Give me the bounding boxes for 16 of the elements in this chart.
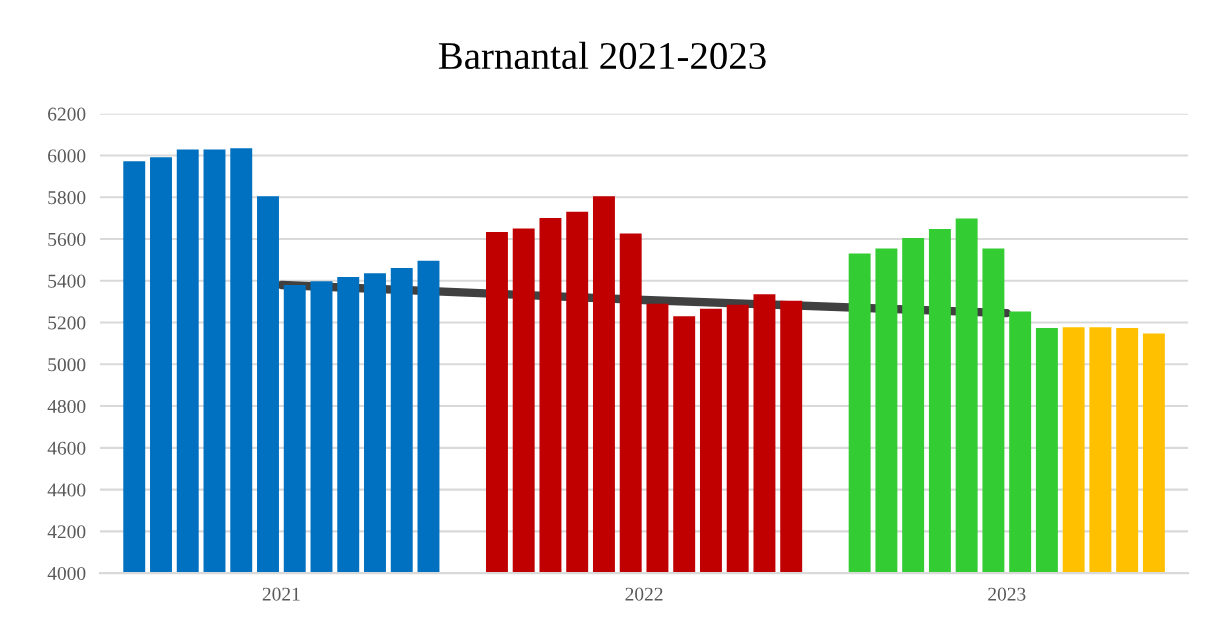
- y-tick-label: 4200: [47, 525, 86, 539]
- y-tick-label: 5000: [48, 358, 86, 372]
- y-tick-label: 5600: [48, 232, 86, 246]
- y-tick-label: 5200: [48, 316, 86, 330]
- y-tick-label: 4000: [47, 566, 86, 581]
- x-tick-label: 2021: [262, 587, 300, 601]
- y-tick-label: 6200: [48, 107, 86, 121]
- y-tick-label: 4800: [47, 399, 86, 414]
- y-tick-label: 5800: [48, 191, 86, 205]
- y-tick-label: 4400: [47, 483, 86, 497]
- y-tick-label: 4600: [47, 441, 86, 455]
- y-tick-label: 5400: [48, 274, 86, 288]
- chart-title: Barnantal 2021-2023: [438, 41, 766, 70]
- x-tick-label: 2023: [988, 587, 1026, 601]
- y-tick-label: 6000: [48, 149, 86, 163]
- x-tick-label: 2022: [625, 587, 663, 601]
